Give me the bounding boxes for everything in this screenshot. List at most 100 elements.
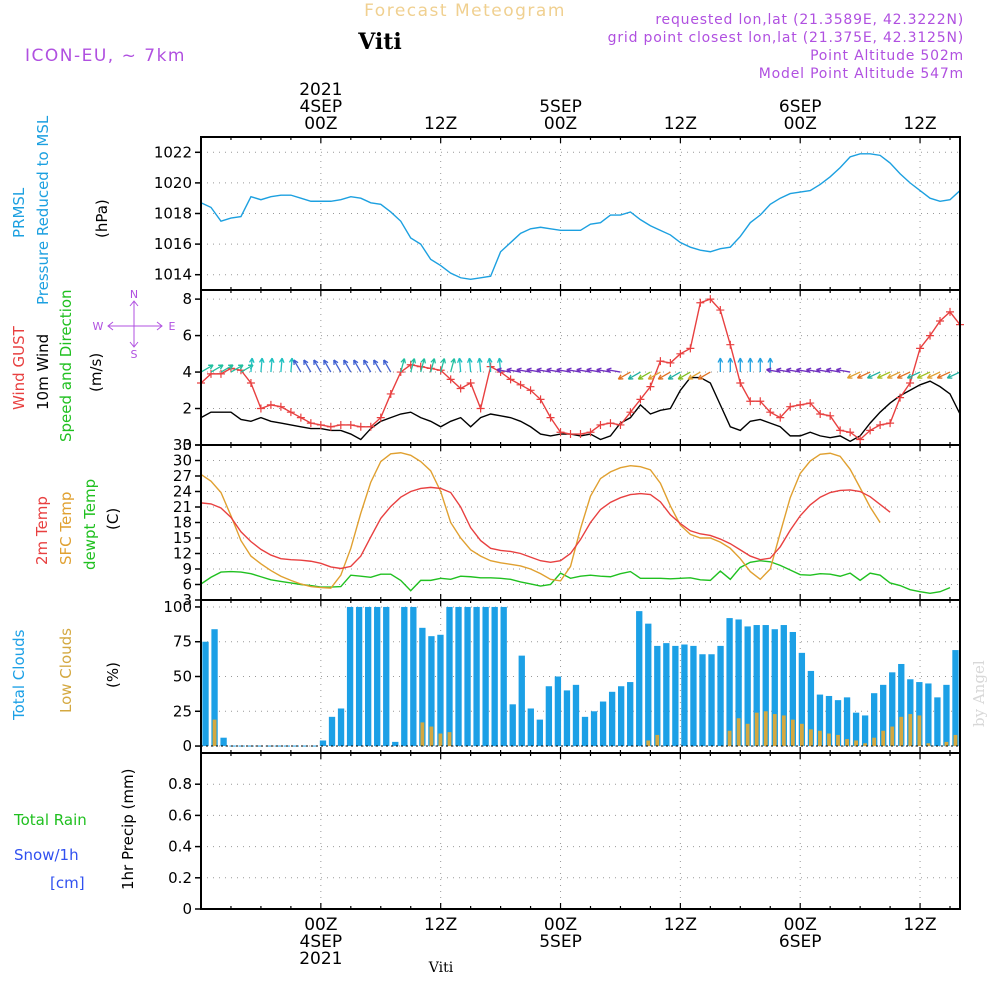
gust-marker [536,395,545,404]
gust-marker [346,420,355,429]
gust-marker [516,380,525,389]
low-cloud-bar [881,730,886,747]
low-cloud-bar [420,722,425,747]
y-tick-label: 1016 [154,235,192,253]
total-cloud-bar [355,606,363,747]
bottom-time-label: 2021 [299,949,342,969]
total-cloud-bar [455,606,462,747]
bottom-time-label: 12Z [664,915,697,935]
panel-4: 0 0.2 0.4 0.6 0.8 [168,752,961,918]
gust-marker [846,428,855,437]
low-cloud-bar [646,740,651,747]
total-clouds-label: Total Clouds [10,629,28,721]
wind-direction-arrow [727,357,734,373]
wind-direction-arrow [343,359,352,373]
gust-marker [766,408,775,417]
footer-location: Viti [428,960,454,976]
wind-direction-arrow [486,357,493,373]
snow-unit-label: [cm] [50,874,85,892]
total-cloud-bar [925,683,932,747]
y-tick-label: 1018 [154,205,192,223]
total-cloud-bar [889,672,896,747]
wind-direction-arrow [450,358,456,373]
gust-marker [716,306,725,315]
gust-marker [856,435,865,444]
low-cloud-bar [809,729,813,747]
gust-marker [696,298,705,307]
total-cloud-bar [943,684,950,747]
y-tick-label: 0.4 [168,838,192,856]
total-cloud-bar [599,701,607,747]
wind-direction-arrow [815,367,831,374]
gust-marker [356,422,365,431]
prmsl-label: PRMSL [10,187,28,238]
gust-marker [736,379,745,387]
total-cloud-bar [825,695,833,747]
wind-direction-arrow [687,371,701,380]
wind-direction-arrow [383,359,392,373]
y-tick-label: 33 [173,436,192,454]
total-cloud-bar [428,636,435,747]
gust-marker [586,428,595,437]
compass-icon: N S W E [93,288,176,361]
gust-marker [666,358,675,367]
y-tick-label: 0 [182,737,192,755]
total-cloud-bar [816,694,824,747]
wind-direction-arrow [556,367,571,374]
low-cloud-bar [872,737,877,747]
y-tick-label: 100 [163,598,192,616]
total-cloud-bar [346,606,354,747]
precip-panel-labels: Total Rain Snow/1h [cm] 1hr Precip (mm) [13,769,137,892]
wind-direction-arrow [936,371,951,379]
y-tick-label: 1014 [154,266,192,284]
wind-direction-arrow [536,367,551,374]
wind-10m-label: 10m Wind [34,334,52,410]
wind-direction-arrow [248,357,255,373]
y-tick-label: 1020 [154,174,192,192]
gust-marker [656,357,665,366]
gust-marker [686,344,695,353]
bottom-time-label: 12Z [903,915,936,935]
y-tick-label: 12 [173,545,192,563]
bottom-time-label: 00Z [784,915,817,935]
model-label: ICON-EU, ~ 7km [25,46,186,66]
total-cloud-bar [500,606,507,747]
gust-marker [206,369,215,378]
y-tick-label: 3 [182,591,192,609]
total-cloud-bar [554,676,562,747]
gust-marker [886,419,895,428]
wind-direction-arrow [916,371,931,379]
gust-marker [306,419,315,428]
total-cloud-bar [654,645,661,747]
wind-direction-arrow [835,367,851,374]
gust-marker [256,404,265,413]
gust-marker [606,419,615,428]
gust-marker [936,317,945,325]
total-cloud-bar [843,697,851,747]
bottom-time-label: 00Z [544,915,577,935]
wind-direction-arrow [766,367,781,374]
low-cloud-bar [447,732,452,747]
gust-marker [546,413,555,422]
gust-marker [506,375,515,384]
cloud-panel-labels: Total Clouds Low Clouds (%) [10,628,122,721]
wind-direction-arrow [667,371,681,380]
sfc-temp-series [200,452,881,589]
low-cloud-bar [655,734,660,747]
total-cloud-bar [762,625,769,747]
wind-direction-arrow [926,371,941,379]
top-time-label: 5SEP [539,97,582,117]
gust-marker [756,397,765,406]
wind-direction-arrow [440,358,446,373]
low-cloud-bar [899,716,904,747]
temp-unit: (C) [104,508,122,530]
wind-direction-arrow [230,364,244,373]
low-cloud-bar [772,714,777,747]
panel-3: 0 25 50 75 100 [163,598,961,755]
point-altitude: Point Altitude 502m [810,48,964,64]
wind-direction-arrow [886,371,901,379]
grid-point-coords: grid point closest lon,lat (21.375E, 42.… [608,30,964,46]
wind-direction-arrow [373,359,382,373]
wind-direction-arrow [400,358,407,373]
